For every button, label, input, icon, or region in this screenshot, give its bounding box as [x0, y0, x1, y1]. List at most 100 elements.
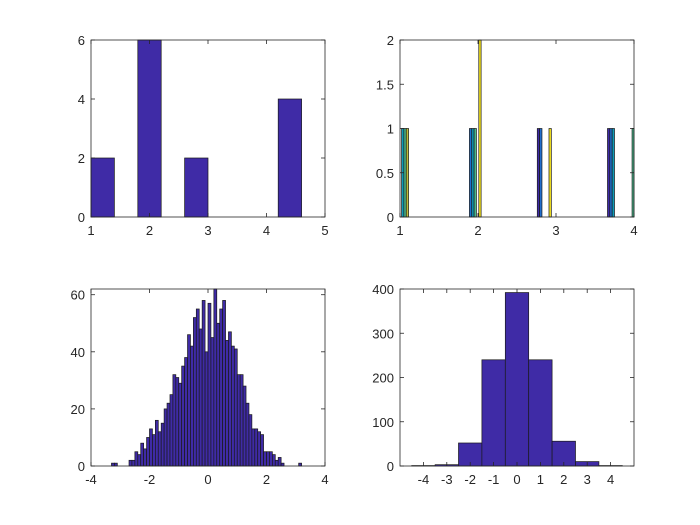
- bar: [166, 402, 171, 467]
- bar: [539, 128, 543, 218]
- bar: [146, 437, 150, 467]
- bar: [277, 457, 282, 467]
- bar: [193, 317, 197, 467]
- bar: [536, 128, 540, 218]
- x-tick-label: -4: [85, 472, 97, 487]
- bar: [277, 98, 302, 218]
- x-tick-label: 4: [321, 472, 328, 487]
- y-tick-label: 20: [71, 402, 85, 417]
- bar: [131, 459, 136, 467]
- bar: [611, 128, 615, 218]
- bar: [216, 322, 221, 467]
- bar: [272, 454, 276, 467]
- bar: [222, 300, 226, 467]
- bar: [149, 428, 153, 467]
- x-tick-label: 1: [87, 223, 94, 238]
- bar: [157, 431, 162, 467]
- bar: [184, 157, 209, 218]
- bar: [405, 128, 409, 218]
- bar: [251, 428, 256, 467]
- bar: [219, 308, 223, 467]
- x-tick-label: 1: [396, 223, 403, 238]
- x-tick-label: 3: [584, 472, 591, 487]
- bar: [140, 442, 145, 467]
- bar: [254, 428, 259, 467]
- y-tick-label: 40: [71, 345, 85, 360]
- bar: [225, 340, 229, 467]
- bar: [201, 300, 206, 467]
- bar: [504, 292, 530, 467]
- bar: [239, 374, 244, 467]
- y-tick-label: 0: [78, 459, 85, 474]
- bar: [184, 357, 188, 467]
- bar: [175, 377, 180, 467]
- x-tick-label: -2: [144, 472, 156, 487]
- y-tick-label: 0: [387, 210, 394, 225]
- bar: [213, 288, 218, 467]
- bar: [403, 128, 407, 218]
- x-tick-label: -1: [488, 472, 500, 487]
- y-tick-label: 0: [387, 459, 394, 474]
- y-tick-label: 2: [78, 151, 85, 166]
- bar: [114, 462, 118, 467]
- subplot-counts-bar: 1 2 3 4 5 0 2 4 6: [78, 33, 329, 238]
- axes-frame: [90, 39, 326, 218]
- bar: [207, 302, 212, 467]
- x-tick-label: 2: [146, 223, 153, 238]
- y-tick-label: 4: [78, 92, 85, 107]
- axes-frame: [90, 288, 326, 467]
- bar: [190, 345, 194, 467]
- x-tick-label: -4: [418, 472, 430, 487]
- x-tick-label: 2: [263, 472, 270, 487]
- bar: [245, 402, 250, 467]
- x-tick-label: -2: [464, 472, 476, 487]
- x-tick-label: 4: [630, 223, 637, 238]
- bar: [178, 382, 183, 467]
- bar: [128, 459, 133, 467]
- bar: [228, 331, 232, 467]
- bar: [263, 451, 267, 467]
- bar: [172, 374, 177, 467]
- bar: [280, 462, 285, 467]
- x-tick-label: 4: [607, 472, 614, 487]
- bar: [274, 459, 279, 467]
- bar: [242, 385, 247, 467]
- bar: [298, 462, 302, 467]
- x-tick-label: 2: [474, 223, 481, 238]
- bar: [469, 128, 473, 218]
- x-tick-label: 3: [552, 223, 559, 238]
- bar: [481, 359, 506, 467]
- bar: [160, 422, 165, 467]
- bar: [609, 128, 613, 218]
- y-tick-label: 400: [372, 282, 394, 297]
- bar: [471, 128, 475, 218]
- bar: [90, 157, 115, 218]
- bar: [137, 39, 162, 218]
- x-tick-label: 3: [204, 223, 211, 238]
- bar: [143, 448, 147, 467]
- bar: [528, 359, 553, 467]
- bar: [269, 451, 273, 467]
- bar: [187, 334, 191, 467]
- y-tick-label: 200: [372, 371, 394, 386]
- bar: [169, 394, 174, 467]
- bar: [266, 451, 270, 467]
- x-tick-label: 2: [560, 472, 567, 487]
- axes-frame: [399, 288, 635, 467]
- y-tick-label: 0.5: [376, 166, 394, 181]
- subplot-grouped-bar: 1 2 3 4 0 0.5 1 1.5 2: [376, 33, 638, 238]
- x-tick-label: 1: [537, 472, 544, 487]
- bar: [195, 308, 200, 467]
- bar: [198, 328, 203, 467]
- bar: [233, 348, 238, 467]
- bar: [111, 462, 115, 467]
- bar: [204, 351, 209, 467]
- y-tick-label: 100: [372, 415, 394, 430]
- bar: [478, 39, 482, 218]
- x-tick-label: 5: [321, 223, 328, 238]
- bar: [231, 345, 235, 467]
- y-tick-label: 6: [78, 33, 85, 48]
- bar: [473, 128, 477, 218]
